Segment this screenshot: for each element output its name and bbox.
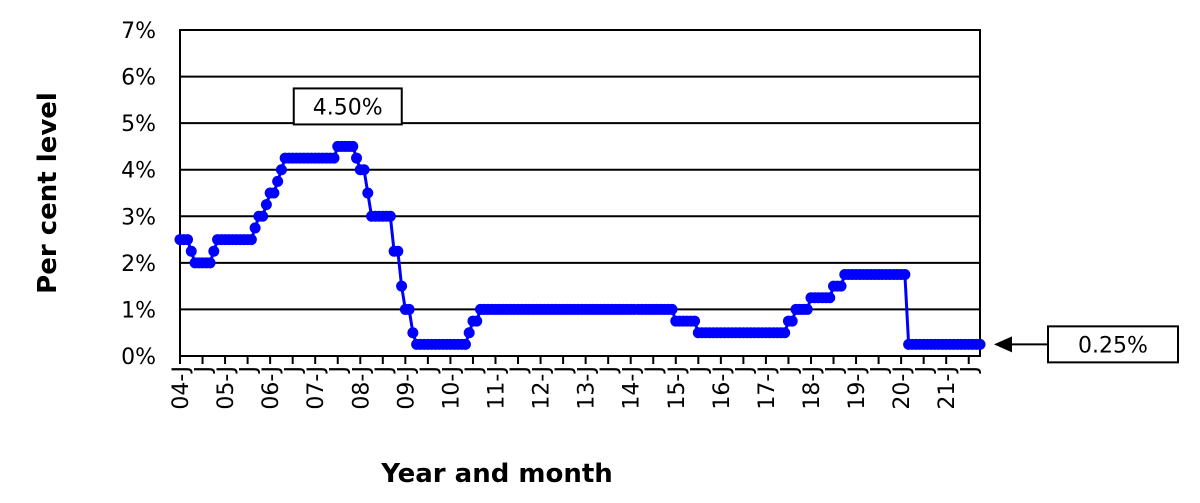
data-point <box>260 199 272 211</box>
x-tick-label: J <box>642 366 667 375</box>
data-point <box>824 292 836 304</box>
data-point <box>275 164 287 176</box>
x-tick-label: J <box>777 366 802 375</box>
data-point <box>245 234 257 246</box>
x-tick-label: J <box>192 366 217 375</box>
data-point <box>403 303 415 315</box>
data-point <box>384 210 396 222</box>
x-tick-label: 08-J <box>349 366 374 410</box>
arrow-head-icon <box>994 336 1012 353</box>
data-point <box>358 164 370 176</box>
x-tick-label: 05-J <box>214 366 239 410</box>
x-tick-label: 07-J <box>304 366 329 410</box>
data-point <box>182 234 194 246</box>
x-tick-label: 10-J <box>439 366 464 410</box>
x-tick-label: 20-J <box>890 366 915 410</box>
data-point <box>257 210 269 222</box>
x-tick-label: J <box>372 366 397 375</box>
data-point <box>185 245 197 257</box>
x-tick-label: 18-J <box>800 366 825 410</box>
series-layer <box>174 140 986 350</box>
y-tick-label: 1% <box>121 298 156 323</box>
data-point <box>347 140 359 152</box>
x-tick-label: J <box>597 366 622 375</box>
x-tick-label: J <box>732 366 757 375</box>
data-point <box>362 187 374 199</box>
data-point <box>689 315 701 327</box>
data-point <box>463 327 475 339</box>
y-tick-label: 5% <box>121 112 156 137</box>
data-point <box>779 327 791 339</box>
x-tick-label: 06-J <box>259 366 284 410</box>
y-axis-title: Per cent level <box>33 92 63 294</box>
data-point <box>351 152 363 164</box>
data-point <box>974 338 986 350</box>
y-tick-label: 4% <box>121 159 156 184</box>
x-tick-label: 17-J <box>755 366 780 410</box>
x-tick-label: 19-J <box>845 366 870 410</box>
x-tick-label: J <box>417 366 442 375</box>
y-tick-label: 7% <box>121 19 156 44</box>
x-tick-label: 09-J <box>394 366 419 410</box>
data-point <box>204 257 216 269</box>
y-tick-label: 2% <box>121 252 156 277</box>
y-tick-label: 3% <box>121 205 156 230</box>
y-axis: 0% 1% 2% 3% 4% 5% 6% 7% <box>121 19 156 370</box>
y-tick-label: 6% <box>121 66 156 91</box>
x-axis-title: Year and month <box>380 459 613 489</box>
data-point <box>328 152 340 164</box>
x-tick-label: J <box>507 366 532 375</box>
x-tick-label: J <box>958 366 983 375</box>
x-tick-label: 14-J <box>620 366 645 410</box>
data-point <box>801 303 813 315</box>
y-tick-label: 0% <box>121 345 156 370</box>
data-point <box>786 315 798 327</box>
x-tick-label: 15-J <box>665 366 690 410</box>
series-line <box>180 144 980 346</box>
plot-area <box>179 29 981 357</box>
data-point <box>268 187 280 199</box>
x-tick-label: 11-J <box>484 366 509 410</box>
data-point <box>208 245 220 257</box>
x-tick-label: J <box>462 366 487 375</box>
data-point <box>392 245 404 257</box>
x-tick-label: 21-J <box>935 366 960 410</box>
x-tick-label: 13-J <box>575 366 600 410</box>
x-tick-label: 04-J <box>169 366 194 410</box>
data-point <box>459 338 471 350</box>
x-tick-label: J <box>687 366 712 375</box>
x-tick-label: J <box>913 366 938 375</box>
data-point <box>249 222 261 234</box>
data-point <box>272 175 284 187</box>
x-tick-label: 16-J <box>710 366 735 410</box>
x-tick-label: J <box>868 366 893 375</box>
callout-label: 4.50% <box>313 95 383 120</box>
x-tick-label: J <box>282 366 307 375</box>
x-tick-label: J <box>552 366 577 375</box>
data-point <box>899 269 911 280</box>
data-point <box>407 327 419 339</box>
data-point <box>471 315 483 327</box>
annotations: 4.50% 0.25% <box>292 87 1179 364</box>
data-point <box>835 280 847 292</box>
callout-box <box>292 87 403 126</box>
x-tick-label: 12-J <box>530 366 555 410</box>
callout-label: 0.25% <box>1078 333 1148 358</box>
x-tick-label: J <box>823 366 848 375</box>
data-point <box>396 280 408 292</box>
data-point <box>666 303 678 315</box>
x-tick-label: J <box>327 366 352 375</box>
x-tick-label: J <box>237 366 262 375</box>
x-axis: 04-JJ05-JJ06-JJ07-JJ08-JJ09-JJ10-JJ11-JJ… <box>169 356 983 410</box>
